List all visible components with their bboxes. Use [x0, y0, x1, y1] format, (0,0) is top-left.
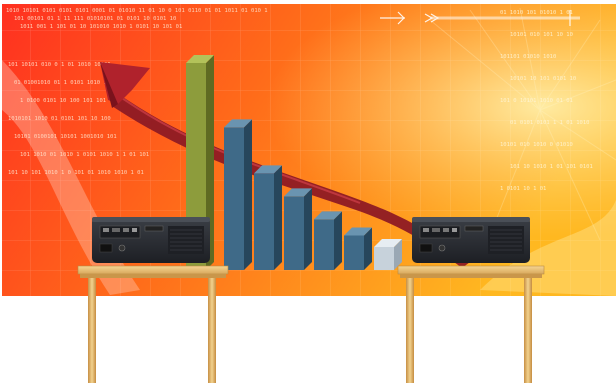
chart-bar: [254, 165, 282, 270]
binary-line: 10101 010 1010 0 01010: [500, 142, 573, 148]
binary-code-right: 01 1010 101 01010 1 01 10101 010 101 10 1…: [500, 10, 593, 192]
right-projector: [412, 217, 530, 263]
light-rays: [429, 7, 616, 261]
projection-screen: 1010 10101 0101 0101 0101 0001 01 01010 …: [2, 4, 616, 296]
binary-line: 101 10 101 1010 1 0 101 01 1010 1010 1 0…: [8, 170, 144, 176]
binary-line: 101 1010 01 1010 1 0101 1010 1 1 01 101: [20, 152, 149, 158]
binary-line: 101 10 1010 1 01 101 0101: [510, 164, 593, 170]
binary-code-left: 1010 10101 0101 0101 0101 0001 01 01010 …: [6, 8, 268, 176]
binary-line: 01 0101 0101 1 1 01 1010: [510, 120, 589, 126]
chart-bar: [374, 239, 402, 270]
binary-line: 101 10101 010 0 1 01 1010 10101: [8, 62, 111, 68]
left-projector: [92, 217, 210, 263]
right-table: [397, 265, 545, 383]
binary-line: 1010101 1010 01 0101 101 10 100: [8, 116, 111, 122]
binary-line: 101 00101 01 1 11 111 01010101 01 0101 1…: [14, 16, 176, 22]
binary-line: 10101 010 101 10 10: [510, 32, 573, 38]
binary-line: 10101 10 101 0101 10: [510, 76, 576, 82]
binary-line: 01 01001010 01 1 0101 1010 10101: [14, 80, 120, 86]
binary-line: 1010 10101 0101 0101 0101 0001 01 01010 …: [6, 8, 268, 14]
chart-bar: [224, 119, 252, 271]
slider-overlay: [380, 10, 580, 26]
chart-bar: [344, 227, 372, 270]
binary-line: 101 0 10101 1010 01 01: [500, 98, 573, 104]
binary-line: 1 0101 10 1 01: [500, 186, 546, 192]
chart-bar: [314, 211, 342, 270]
binary-line: 01 1010 101 01010 1 01: [500, 10, 573, 16]
binary-line: 101101 01010 1010: [500, 54, 556, 60]
chart-bar: [284, 188, 312, 270]
left-table: [77, 265, 229, 383]
binary-line: 10101 0100101 10101 1001010 101: [14, 134, 117, 140]
binary-line: 1011 001 1 101 01 10 101010 1010 1 0101 …: [20, 24, 182, 30]
binary-line: 1 0100 0101 10 100 101 101: [20, 98, 106, 104]
